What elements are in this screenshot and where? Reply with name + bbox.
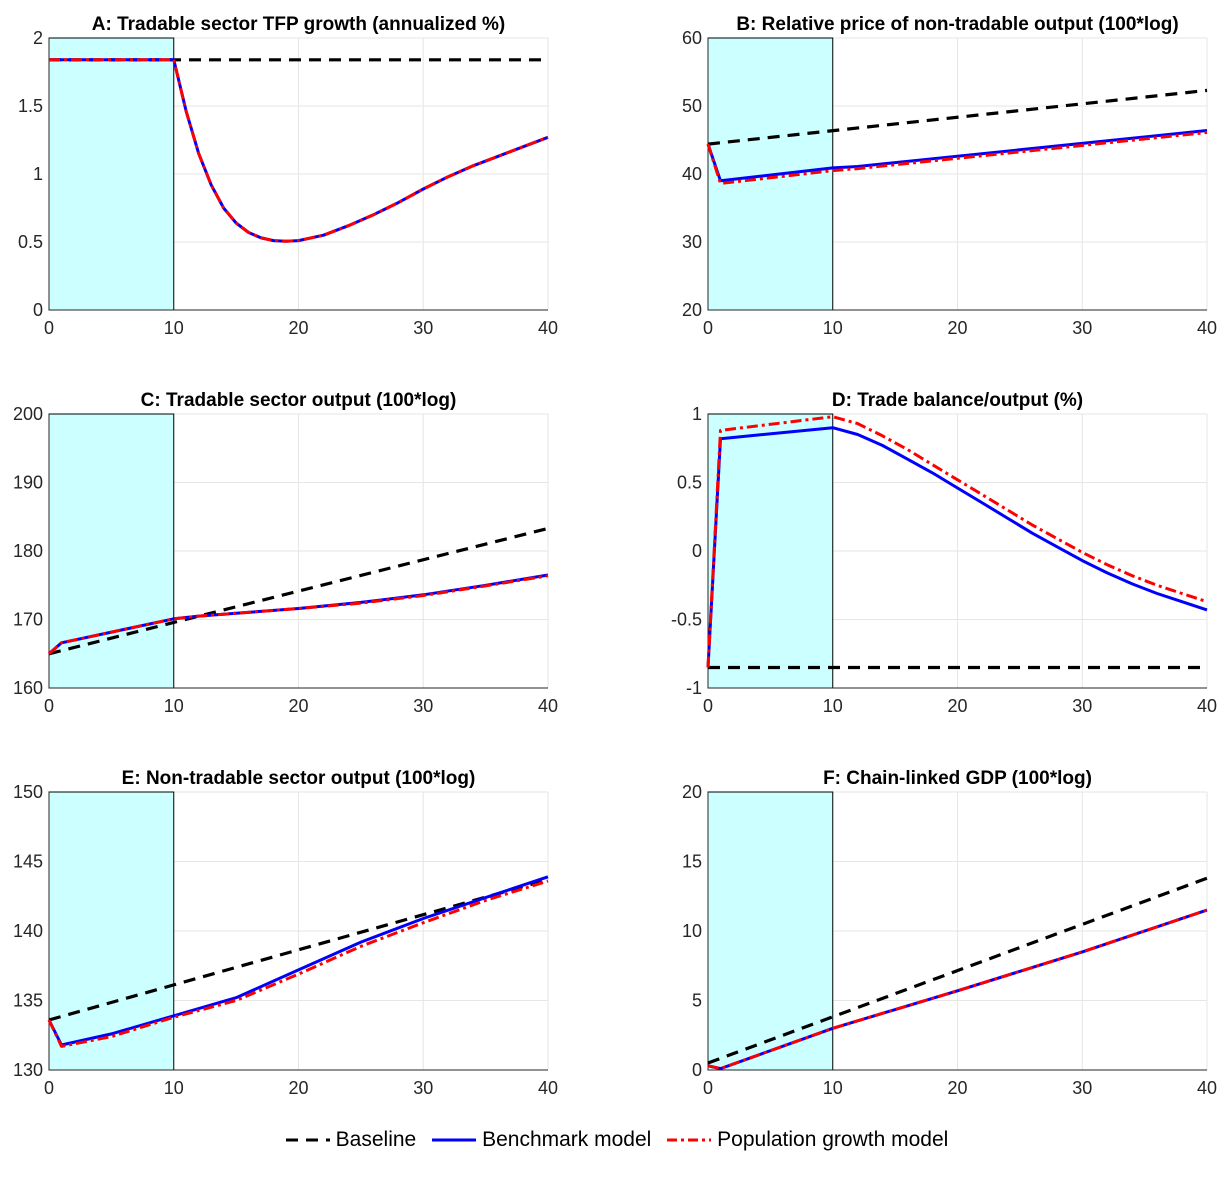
series-population-a <box>49 58 549 243</box>
y-tick-label-f-2: 10 <box>682 921 702 941</box>
x-tick-label-f-4: 40 <box>1197 1078 1217 1098</box>
legend-label-baseline: Baseline <box>335 1128 417 1151</box>
series-population-c <box>48 574 549 655</box>
y-tick-label-d-0: -1 <box>686 678 702 698</box>
x-tick-label-e-0: 0 <box>44 1078 54 1098</box>
panel-a: 0 10 20 30 40 0 0.5 1 1.5 2 A: Tradable sector TFP… <box>18 14 558 338</box>
y-tick-label-a-2: 1 <box>33 164 43 184</box>
x-tick-label-a-3: 30 <box>413 318 433 338</box>
x-tick-label-f-2: 20 <box>947 1078 967 1098</box>
x-tick-label-c-3: 30 <box>413 696 433 716</box>
y-tick-label-d-3: 0.5 <box>677 473 702 493</box>
y-tick-label-a-0: 0 <box>33 300 43 320</box>
y-tick-label-c-3: 190 <box>13 473 43 493</box>
x-tick-label-d-2: 20 <box>947 696 967 716</box>
y-tick-label-a-1: 0.5 <box>18 232 43 252</box>
x-tick-label-a-4: 40 <box>538 318 558 338</box>
x-tick-label-d-3: 30 <box>1072 696 1092 716</box>
legend-item-benchmark: Benchmark model <box>430 1128 651 1152</box>
panel-f: 0 10 20 30 40 0 5 10 15 20 F: Chain-linked GDP (10… <box>682 768 1217 1098</box>
shaded-region-e <box>48 791 175 1071</box>
x-tick-label-a-0: 0 <box>44 318 54 338</box>
x-tick-label-c-4: 40 <box>538 696 558 716</box>
x-tick-label-f-1: 10 <box>823 1078 843 1098</box>
y-tick-label-f-4: 20 <box>682 782 702 802</box>
series-population-e <box>47 879 549 1048</box>
x-tick-label-e-4: 40 <box>538 1078 558 1098</box>
panel-d: 0 10 20 30 40 -1 -0.5 0 0.5 1 D: Trade balance/out… <box>671 390 1217 716</box>
panel-title-a: A: Tradable sector TFP growth (annualize… <box>92 14 505 35</box>
y-tick-label-b-4: 60 <box>682 28 702 48</box>
x-tick-label-c-2: 20 <box>288 696 308 716</box>
y-tick-label-d-2: 0 <box>692 541 702 561</box>
x-tick-label-b-4: 40 <box>1197 318 1217 338</box>
x-tick-label-b-3: 30 <box>1072 318 1092 338</box>
y-tick-label-d-1: -0.5 <box>671 610 702 630</box>
shaded-region-d <box>707 413 834 689</box>
y-tick-label-c-0: 160 <box>13 678 43 698</box>
x-tick-label-b-0: 0 <box>703 318 713 338</box>
y-tick-label-e-3: 145 <box>13 852 43 872</box>
y-tick-label-f-3: 15 <box>682 852 702 872</box>
x-tick-label-f-3: 30 <box>1072 1078 1092 1098</box>
panel-c: 0 10 20 30 40 160 170 180 190 200 C: Tradable sect… <box>13 390 558 716</box>
panel-title-f: F: Chain-linked GDP (100*log) <box>823 768 1092 789</box>
y-tick-label-c-4: 200 <box>13 404 43 424</box>
y-tick-label-f-1: 5 <box>692 991 702 1011</box>
x-tick-label-c-0: 0 <box>44 696 54 716</box>
x-tick-label-d-4: 40 <box>1197 696 1217 716</box>
x-tick-label-d-0: 0 <box>703 696 713 716</box>
panel-title-d: D: Trade balance/output (%) <box>832 390 1083 411</box>
series-baseline-f <box>707 876 1208 1065</box>
shaded-region-a <box>48 37 175 311</box>
x-tick-label-b-1: 10 <box>823 318 843 338</box>
x-tick-label-f-0: 0 <box>703 1078 713 1098</box>
y-tick-label-b-0: 20 <box>682 300 702 320</box>
legend-swatch-benchmark <box>432 1138 477 1142</box>
x-tick-label-b-2: 20 <box>947 318 967 338</box>
y-tick-label-e-4: 150 <box>13 782 43 802</box>
y-tick-label-a-4: 2 <box>33 28 43 48</box>
y-tick-label-c-2: 180 <box>13 541 43 561</box>
y-tick-label-c-1: 170 <box>13 610 43 630</box>
series-benchmark-d <box>706 426 1208 668</box>
panel-b: 0 10 20 30 40 20 30 40 50 60 B: Relative price of … <box>682 14 1217 338</box>
x-tick-label-e-2: 20 <box>288 1078 308 1098</box>
y-tick-label-f-0: 0 <box>692 1060 702 1080</box>
series-population-d <box>706 415 1208 668</box>
y-tick-label-d-4: 1 <box>692 404 702 424</box>
x-tick-label-e-3: 30 <box>413 1078 433 1098</box>
panel-e: 0 10 20 30 40 130 135 140 145 150 E: Non-tradable … <box>13 768 558 1098</box>
y-tick-label-e-0: 130 <box>13 1060 43 1080</box>
x-tick-label-e-1: 10 <box>164 1078 184 1098</box>
shaded-region-f <box>707 791 834 1071</box>
legend-swatch-population <box>667 1138 712 1142</box>
series-benchmark-e <box>47 875 549 1047</box>
y-tick-label-e-2: 140 <box>13 921 43 941</box>
y-tick-label-b-2: 40 <box>682 164 702 184</box>
x-tick-label-d-1: 10 <box>823 696 843 716</box>
legend: Baseline Benchmark model Population grow… <box>0 1128 1232 1153</box>
x-tick-label-a-2: 20 <box>288 318 308 338</box>
panel-title-e: E: Non-tradable sector output (100*log) <box>122 768 476 789</box>
y-tick-label-a-3: 1.5 <box>18 96 43 116</box>
series-baseline-b <box>707 88 1208 146</box>
y-tick-label-b-3: 50 <box>682 96 702 116</box>
series-population-f <box>707 908 1208 1071</box>
legend-item-baseline: Baseline <box>284 1128 417 1152</box>
series-population-b <box>706 131 1208 185</box>
series-baseline-c <box>48 526 549 656</box>
x-tick-label-a-1: 10 <box>164 318 184 338</box>
x-tick-label-c-1: 10 <box>164 696 184 716</box>
y-tick-label-e-1: 135 <box>13 991 43 1011</box>
panel-title-b: B: Relative price of non-tradable output… <box>736 14 1178 35</box>
legend-item-population: Population growth model <box>665 1128 948 1152</box>
legend-swatch-baseline <box>285 1138 330 1142</box>
panel-title-c: C: Tradable sector output (100*log) <box>141 390 457 411</box>
y-tick-label-b-1: 30 <box>682 232 702 252</box>
legend-label-population: Population growth model <box>717 1128 949 1151</box>
shaded-region-c <box>48 413 175 689</box>
legend-label-benchmark: Benchmark model <box>482 1128 652 1151</box>
